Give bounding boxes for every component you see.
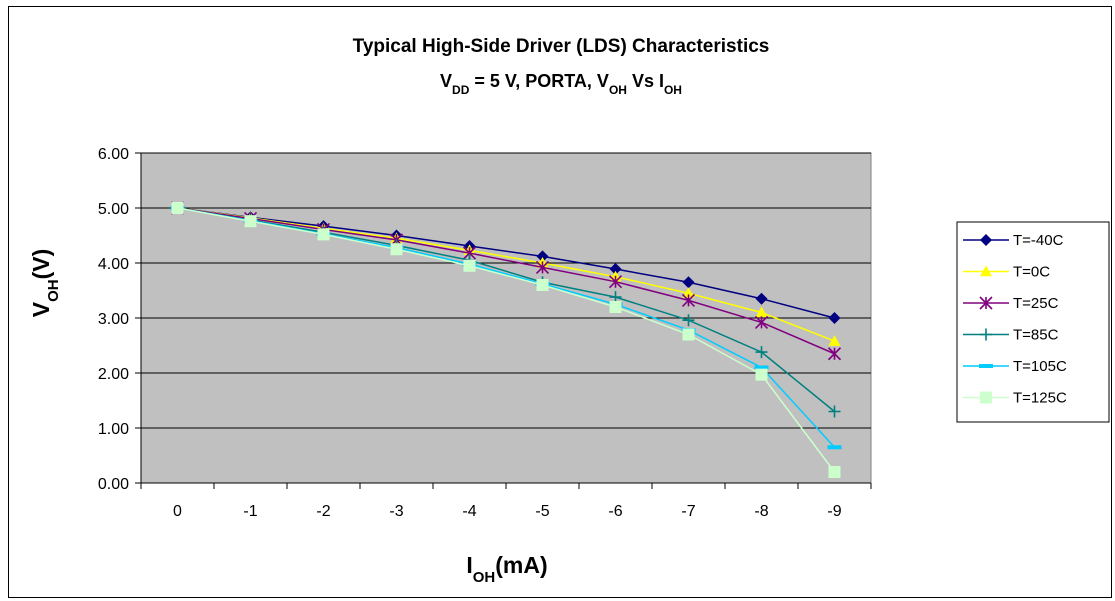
label-part-1: DD (452, 83, 470, 97)
legend-item: T=0C (963, 264, 1050, 281)
x-tick-label: -7 (681, 503, 695, 520)
data-point (828, 312, 841, 324)
x-axis-title: IOH(mA) (466, 552, 547, 586)
y-tick-label: 3.00 (98, 311, 129, 328)
data-point (463, 259, 476, 272)
legend-marker (980, 234, 992, 246)
legend-label: T=125C (1013, 390, 1067, 407)
x-tick-label: -9 (827, 503, 841, 520)
y-tick-label: 5.00 (98, 201, 129, 218)
series-line (177, 207, 836, 473)
data-point (682, 314, 695, 327)
y-tick-label: 6.00 (98, 146, 129, 163)
x-tick-label: -5 (535, 503, 549, 520)
label-part-1: OH (45, 279, 62, 302)
label-part-1: OH (473, 569, 496, 586)
legend: T=-40C T=0C T=25C T=85C T=105C T=125C (956, 221, 1110, 423)
legend-item: T=125C (963, 390, 1067, 407)
y-axis-title: VOH(V) (28, 249, 62, 318)
plot-area: 0.00 1.00 2.00 3.00 4.00 5.00 6.00 0 -1 -2 -3 -4 -5 -… (98, 146, 872, 520)
data-point (754, 315, 769, 329)
data-point (609, 301, 622, 313)
legend-label: T=25C (1013, 295, 1059, 312)
legend-box (956, 221, 1110, 423)
data-point (608, 275, 623, 289)
data-point (317, 228, 330, 241)
data-point (682, 287, 695, 299)
y-tick-label: 1.00 (98, 421, 129, 438)
chart-subtitle: VDD = 5 V, PORTA, VOH Vs IOH (440, 71, 682, 97)
label-part-3: OH (609, 83, 627, 97)
series-line (177, 207, 835, 413)
legend-label: T=105C (1013, 358, 1067, 375)
label-part-2: = 5 V, PORTA, V (469, 71, 609, 91)
label-part-0: I (466, 552, 472, 578)
data-point (609, 263, 622, 276)
label-part-2: (V) (28, 249, 54, 280)
x-tick-label: -2 (316, 503, 330, 520)
data-point (536, 279, 549, 291)
label-part-0: V (28, 301, 54, 317)
data-point (754, 365, 769, 370)
series-T=125C (171, 202, 841, 478)
data-point (828, 335, 841, 346)
series-line (177, 207, 835, 319)
chart-title: Typical High-Side Driver (LDS) Character… (353, 36, 770, 57)
legend-marker (979, 364, 993, 368)
x-tick-label: -6 (608, 503, 622, 520)
data-point (828, 405, 841, 418)
legend-marker (980, 265, 992, 277)
series-line (177, 207, 835, 355)
label-part-0: V (440, 71, 452, 91)
legend-marker (980, 328, 992, 341)
x-tick-label: 0 (173, 503, 182, 520)
legend-item: T=85C (963, 327, 1059, 344)
x-tick-label: -1 (243, 503, 257, 520)
data-point (828, 466, 841, 478)
x-tick-label: -4 (462, 503, 476, 520)
data-point (755, 346, 768, 359)
y-tick-label: 2.00 (98, 366, 129, 383)
series-line (177, 207, 835, 342)
legend-marker (980, 391, 992, 404)
legend-item: T=105C (963, 358, 1067, 375)
x-tick-label: -8 (754, 503, 768, 520)
x-tick-label: -3 (389, 503, 403, 520)
data-point (535, 260, 550, 274)
y-tick-label: 4.00 (98, 256, 129, 273)
label-part-5: OH (664, 83, 682, 97)
chart-area: Typical High-Side Driver (LDS) Character… (8, 6, 1112, 598)
data-point (827, 347, 842, 361)
legend-item: T=25C (963, 295, 1059, 312)
data-point (390, 243, 403, 256)
data-point (755, 306, 768, 318)
label-part-4: Vs I (627, 71, 664, 91)
y-tick-label: 0.00 (98, 476, 129, 493)
legend-label: T=0C (1013, 264, 1050, 281)
data-point (755, 368, 768, 381)
data-point (827, 445, 842, 450)
label-part-2: (mA) (495, 552, 547, 578)
data-point (681, 293, 696, 307)
data-point (755, 292, 768, 305)
data-point (682, 328, 695, 341)
legend-marker (979, 296, 993, 310)
data-point (682, 276, 695, 289)
data-point (244, 215, 257, 228)
legend-label: T=-40C (1013, 232, 1064, 249)
legend-label: T=85C (1013, 327, 1059, 344)
line-chart: Typical High-Side Driver (LDS) Character… (28, 36, 1110, 586)
data-point (171, 202, 184, 214)
legend-item: T=-40C (963, 232, 1064, 249)
data-point (536, 250, 549, 263)
